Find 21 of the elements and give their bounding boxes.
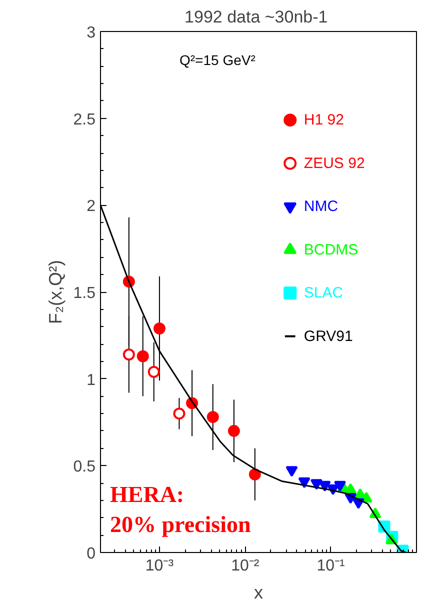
legend-label: GRV91 <box>304 328 353 345</box>
y-tick-label: 0.5 <box>73 458 96 476</box>
legend-label: BCDMS <box>304 241 358 258</box>
y-tick-label: 1 <box>86 372 96 389</box>
x-tick-label: 10⁻¹ <box>316 558 345 574</box>
y-tick-label: 0 <box>86 546 96 562</box>
legend-label: H1 92 <box>304 112 344 129</box>
y-tick-label: 3 <box>86 24 96 42</box>
y-axis-title: F₂(x,Q²) <box>45 260 66 324</box>
x-tick-label: 10⁻² <box>231 558 260 574</box>
legend-label: NMC <box>304 198 338 216</box>
y-tick-label: 2.5 <box>73 111 96 128</box>
chart-title: 1992 data ~30nb-1 <box>184 8 328 26</box>
y-tick-label: 1.5 <box>73 285 96 302</box>
x-axis-title: x <box>254 582 263 602</box>
x-tick-label: 10⁻³ <box>145 558 174 574</box>
legend-label: ZEUS 92 <box>304 154 365 172</box>
y-tick-label: 2 <box>86 198 96 216</box>
annotation: HERA: 20% precision <box>110 482 251 537</box>
annotation: Q²=15 GeV² <box>180 52 256 68</box>
legend-label: SLAC <box>304 284 344 302</box>
